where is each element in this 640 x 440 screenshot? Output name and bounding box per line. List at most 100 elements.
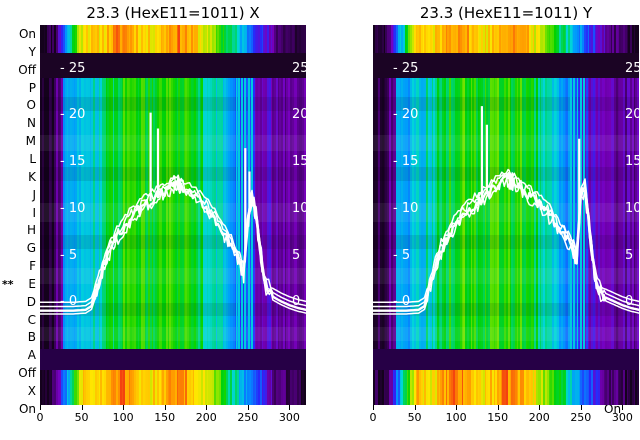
color-band [422,25,426,53]
color-band [612,25,615,53]
color-band [251,25,254,53]
panel-title-y: 23.3 (HexE11=1011) Y [419,4,593,22]
color-band [240,370,243,405]
color-band [146,25,149,53]
color-band [566,370,569,405]
color-band [523,25,527,53]
color-band [576,370,580,405]
color-band [149,25,153,53]
color-band [96,25,100,53]
vertical-streak [580,78,582,349]
color-band [383,25,387,53]
panel-x[interactable]: - 25 - 20 - 15 - 10 - 5 - 0 [40,25,306,405]
color-band [562,370,566,405]
color-band [274,370,277,405]
color-band [557,370,560,405]
color-band [521,25,525,53]
x-tick-mark [206,405,208,410]
color-band [468,370,472,405]
color-band [47,25,50,53]
color-band [442,25,445,53]
vertical-streak [244,78,246,349]
color-band [304,25,306,53]
color-band [169,370,172,405]
color-band [103,370,107,405]
spectrogram-wash-row [373,302,639,317]
color-band [181,370,185,405]
color-band [580,370,583,405]
color-band [151,370,155,405]
color-band [133,370,137,405]
color-band [135,25,139,53]
color-band [546,370,550,405]
color-band [151,25,155,53]
color-band [220,370,224,405]
color-band [142,25,146,53]
color-band [185,370,188,405]
color-band [171,370,174,405]
color-band [608,370,612,405]
color-band [192,25,195,53]
color-band [50,25,54,53]
y-tick-label-right: 10 [292,200,309,216]
color-band [438,370,442,405]
color-band [130,25,133,53]
color-band [54,25,57,53]
color-band [263,25,266,53]
color-band [80,25,84,53]
color-band [263,370,266,405]
color-band [199,25,203,53]
color-band [504,370,507,405]
color-band [435,370,438,405]
color-band [199,370,203,405]
color-band [84,25,87,53]
color-band [614,370,617,405]
color-band [482,25,486,53]
color-band [587,370,591,405]
color-band [451,25,454,53]
color-band [45,370,48,405]
y-tick-label-right: 15 [625,154,640,170]
color-band [176,370,179,405]
category-axis-left: On Y Off P O N M L K J I H G F E ** D C B A Off X On [2,0,36,440]
color-band [537,25,541,53]
color-band [188,25,192,53]
color-band [427,25,431,53]
color-band [203,370,206,405]
color-band [617,370,621,405]
color-band [61,25,64,53]
color-band [212,25,215,53]
color-band [279,25,282,53]
color-band [238,370,242,405]
color-band [94,25,98,53]
color-band [293,25,297,53]
vertical-streak [583,78,585,349]
color-band [500,25,504,53]
color-band [89,25,93,53]
color-band [415,25,419,53]
color-band [123,370,126,405]
color-band [71,25,75,53]
color-band [187,25,190,53]
spectrogram-wash-row [373,96,639,111]
color-band [415,370,419,405]
color-band [518,370,521,405]
color-band [288,370,291,405]
color-band [569,370,573,405]
category-label: On [18,401,36,416]
color-band [126,25,130,53]
color-band [408,25,411,53]
color-band [468,25,472,53]
color-band [536,25,539,53]
color-band [475,25,479,53]
gap-band-bottom-x [40,349,306,370]
x-tick-mark [164,405,166,410]
color-band [75,25,78,53]
color-band [40,25,43,53]
color-band [392,25,395,53]
panel-y[interactable]: - 25 - 20 - 15 - 10 - 5 - 0 [373,25,639,405]
category-label: H [26,223,36,238]
color-band [231,370,234,405]
color-band [220,25,224,53]
color-band [413,370,417,405]
